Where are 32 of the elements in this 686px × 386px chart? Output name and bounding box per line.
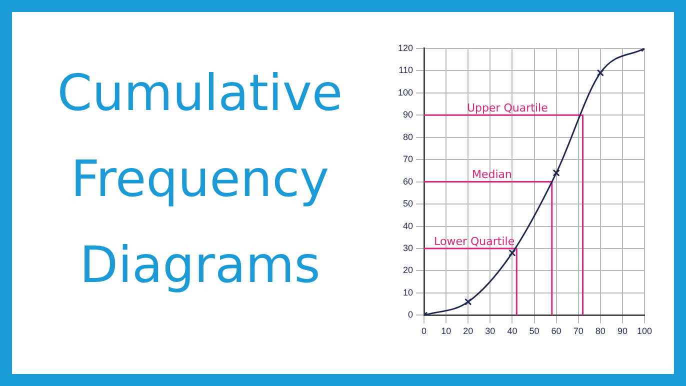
x-tick-label: 50 xyxy=(529,326,540,336)
y-tick-label: 40 xyxy=(403,220,414,231)
text: Cumulative Frequency Diagrams xyxy=(56,63,344,296)
point xyxy=(596,69,604,76)
y-tick-label: 110 xyxy=(398,65,414,76)
y-tick-label: 90 xyxy=(403,110,414,120)
x-tick-label: 100 xyxy=(636,326,652,336)
x-tick-label: 70 xyxy=(573,326,584,336)
y-tick-label: 20 xyxy=(403,265,414,276)
y-tick-label: 80 xyxy=(403,132,414,142)
x-tick-label: 80 xyxy=(595,326,606,336)
y-tick-label: 70 xyxy=(403,154,414,164)
series-label: Upper Quartile xyxy=(466,101,548,114)
series-label: Lower Quartile xyxy=(434,234,515,248)
x-tick-label: 20 xyxy=(463,326,474,336)
x-tick-label: 90 xyxy=(617,326,628,336)
point xyxy=(552,169,560,176)
point xyxy=(508,249,516,257)
x-tick-label: 60 xyxy=(551,326,562,336)
series-label: Median xyxy=(472,168,512,182)
y-tick-label: 60 xyxy=(403,176,414,186)
x-tick-label: 0 xyxy=(422,326,427,336)
x-tick-label: 40 xyxy=(507,326,518,336)
y-tick-label: 0 xyxy=(408,310,414,320)
y-tick-label: 100 xyxy=(398,87,414,98)
x-tick-label: 30 xyxy=(485,326,496,336)
point xyxy=(464,298,472,306)
y-tick-label: 120 xyxy=(398,42,414,53)
x-tick-label: 10 xyxy=(441,326,452,336)
y-tick-label: 30 xyxy=(403,242,414,253)
y-tick-label: 50 xyxy=(403,198,414,209)
y-tick-label: 10 xyxy=(403,287,414,298)
